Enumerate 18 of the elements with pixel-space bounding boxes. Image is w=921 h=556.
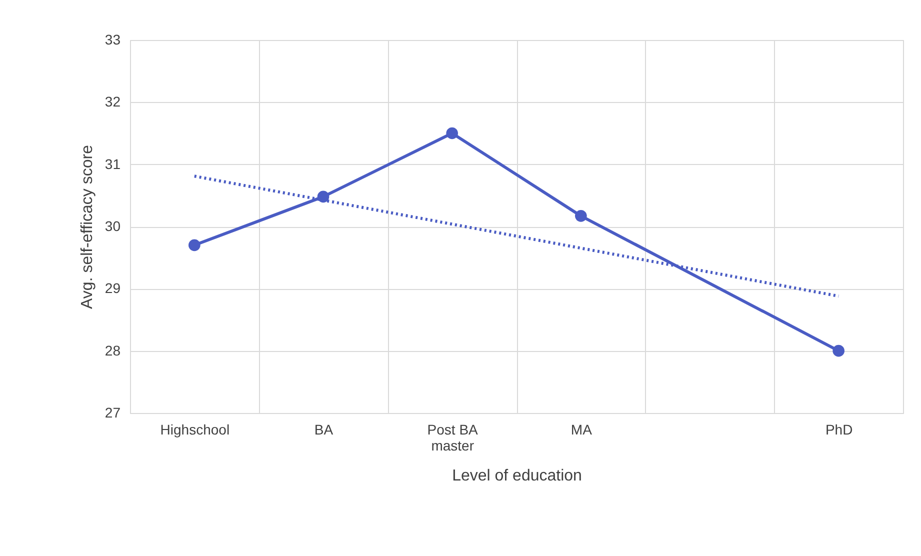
y-tick-label: 30 — [104, 218, 121, 234]
point — [188, 239, 200, 252]
y-tick-label: 28 — [104, 342, 121, 358]
x-tick-label: Post BA master — [427, 422, 479, 454]
point — [446, 127, 458, 140]
y-tick-label: 29 — [104, 280, 121, 296]
y-tick-label: 32 — [104, 94, 121, 110]
x-tick-label: PhD — [825, 422, 853, 438]
y-axis-title: Avg. self-efficacy score — [78, 144, 96, 309]
x-tick-label: BA — [314, 422, 334, 438]
x-tick-label: Highschool — [160, 422, 230, 438]
y-tick-label: 27 — [104, 404, 121, 420]
point — [575, 210, 587, 222]
y-tick-label: 31 — [104, 156, 121, 172]
point — [832, 344, 844, 357]
x-axis-title: Level of education — [452, 468, 582, 484]
y-tick-label: 33 — [104, 32, 121, 48]
x-tick-label: MA — [570, 422, 593, 438]
